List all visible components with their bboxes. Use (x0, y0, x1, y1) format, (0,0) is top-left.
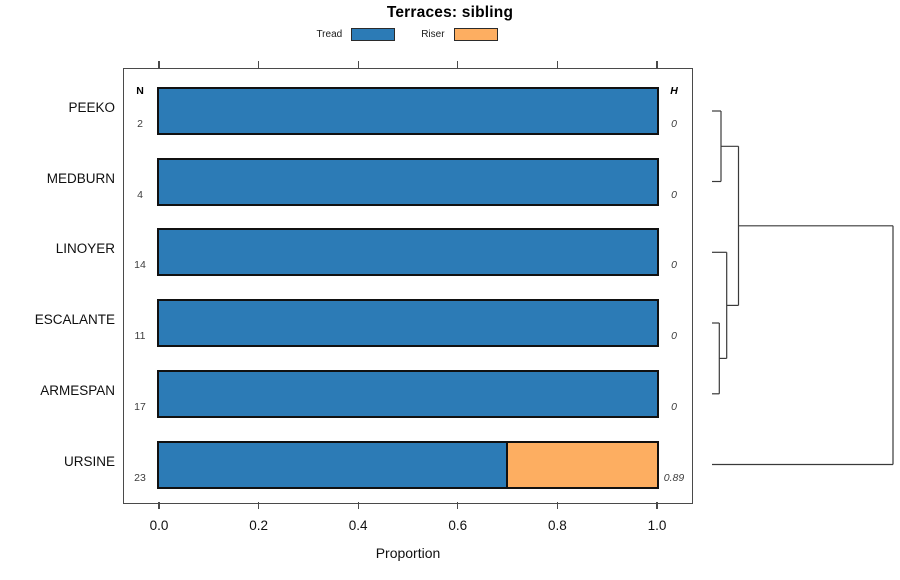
axis-tick-bottom (656, 502, 658, 509)
bar-segment-tread (159, 89, 657, 133)
category-label: MEDBURN (46, 170, 115, 186)
legend: Tread Riser (123, 27, 691, 41)
legend-swatch-tread (351, 27, 396, 41)
n-value: 4 (137, 188, 143, 201)
bar-segment-tread (159, 301, 657, 345)
axis-tick-bottom (258, 502, 260, 509)
h-value: 0 (671, 188, 677, 201)
axis-tick-label: 0.4 (348, 518, 368, 533)
h-value: 0 (671, 400, 677, 413)
n-value: 11 (134, 330, 146, 342)
h-value: 0.89 (663, 471, 685, 484)
axis-tick-bottom (158, 502, 160, 509)
axis-tick-top (556, 61, 558, 68)
n-value: 14 (134, 259, 146, 272)
category-label: ESCALANTE (34, 312, 115, 327)
bar (157, 228, 659, 277)
legend-label-riser: Riser (421, 28, 445, 40)
h-value: 0 (671, 118, 677, 130)
axis-tick-bottom (457, 502, 459, 509)
axis-tick-top (457, 61, 459, 68)
bar-segment-tread (159, 442, 506, 487)
bar (157, 157, 659, 206)
category-label: ARMESPAN (40, 382, 115, 398)
n-value: 2 (137, 118, 143, 130)
bar (157, 440, 659, 489)
axis-tick-top (357, 61, 359, 68)
axis-tick-bottom (556, 502, 558, 509)
category-label: URSINE (63, 453, 115, 469)
h-value: 0 (671, 259, 677, 272)
bar (157, 299, 659, 347)
axis-tick-top (656, 61, 658, 68)
x-axis-title: Proportion (375, 545, 441, 561)
axis-tick-top (158, 61, 160, 68)
bar (157, 87, 659, 135)
bar-segment-tread (159, 159, 657, 204)
bar (157, 369, 659, 418)
axis-tick-label: 0.6 (448, 518, 468, 533)
plot-box (123, 68, 693, 504)
legend-item-riser: Riser (421, 27, 498, 41)
axis-tick-label: 1.0 (647, 518, 667, 533)
legend-item-tread: Tread (316, 27, 396, 41)
axis-tick-bottom (357, 502, 359, 509)
category-label: PEEKO (68, 100, 115, 115)
bar-segment-tread (159, 371, 657, 416)
h-value: 0 (671, 330, 677, 342)
axis-tick-top (258, 61, 260, 68)
n-value: 17 (134, 400, 146, 413)
n-column-header: N (136, 85, 144, 97)
axis-tick-label: 0.2 (249, 518, 268, 533)
axis-tick-label: 0.0 (149, 518, 169, 533)
bar-segment-tread (159, 230, 657, 275)
bar-segment-riser (505, 442, 657, 487)
chart-title: Terraces: sibling (386, 4, 514, 21)
category-label: LINOYER (55, 241, 115, 257)
axis-tick-label: 0.8 (548, 518, 567, 533)
legend-label-tread: Tread (316, 28, 343, 40)
n-value: 23 (134, 471, 146, 484)
legend-swatch-riser (453, 27, 498, 41)
h-column-header: H (670, 85, 678, 97)
